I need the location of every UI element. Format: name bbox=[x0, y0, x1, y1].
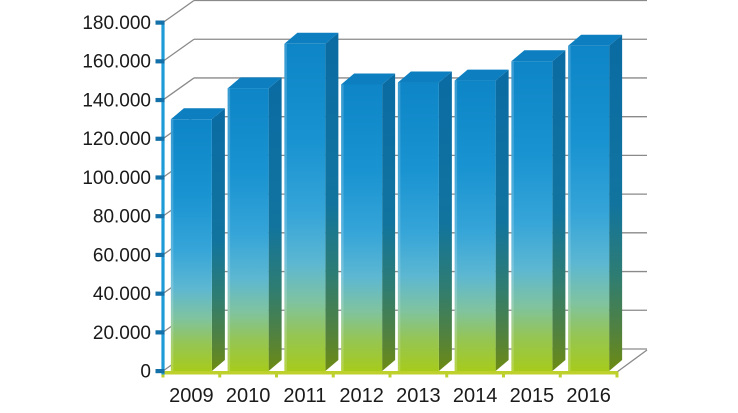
bar-front-face bbox=[511, 61, 553, 371]
y-tick-label: 40.000 bbox=[93, 284, 151, 305]
bar-side-face bbox=[325, 32, 339, 372]
bar-top-face bbox=[341, 73, 396, 85]
bar-top-face bbox=[568, 34, 623, 46]
gridline-diagonal bbox=[162, 77, 195, 101]
bar-edge-highlight bbox=[568, 45, 571, 371]
y-tick-label: 120.000 bbox=[82, 129, 151, 150]
bar-edge-highlight bbox=[284, 43, 287, 372]
bar-side-face bbox=[495, 69, 509, 371]
bar-front-face bbox=[568, 45, 610, 371]
x-tick-label: 2015 bbox=[510, 385, 555, 407]
bar-edge-highlight bbox=[341, 84, 344, 371]
bar-front-face bbox=[170, 119, 212, 371]
bar-front-face bbox=[397, 82, 439, 372]
gridline-diagonal bbox=[162, 0, 195, 24]
bar-side-face bbox=[609, 34, 623, 371]
bar-front-face bbox=[454, 80, 496, 371]
x-tick-label: 2016 bbox=[566, 385, 611, 407]
y-tick-labels: 0 20.000 40.000 60.000 80.000 100.000 120.000 1… bbox=[82, 13, 151, 383]
bar-edge-highlight bbox=[170, 119, 174, 371]
value-axis bbox=[155, 20, 165, 375]
bar-front-face bbox=[341, 84, 383, 371]
bar-2010 bbox=[227, 77, 282, 372]
bar-edge-highlight bbox=[397, 82, 401, 372]
category-axis-tick bbox=[275, 371, 278, 378]
bar-front-face bbox=[227, 88, 269, 372]
bar-2014 bbox=[454, 69, 509, 371]
y-tick-label: 100.000 bbox=[82, 168, 151, 189]
value-axis-line bbox=[161, 21, 165, 375]
y-tick-label: 0 bbox=[140, 362, 151, 383]
bar-2015 bbox=[511, 50, 566, 371]
bar-edge-highlight bbox=[454, 80, 458, 371]
value-axis-tick bbox=[155, 214, 165, 219]
y-tick-label: 160.000 bbox=[82, 52, 151, 73]
category-axis-tick bbox=[218, 371, 222, 378]
x-tick-label: 2012 bbox=[339, 385, 384, 407]
x-tick-label: 2011 bbox=[283, 385, 326, 407]
y-tick-label: 60.000 bbox=[93, 245, 151, 266]
bar-2011 bbox=[284, 32, 339, 372]
category-axis-tick bbox=[502, 371, 505, 378]
bar-top-face bbox=[454, 69, 509, 81]
x-tick-labels: 2009 2010 2011 2012 2013 2014 2015 2016 bbox=[169, 385, 611, 407]
bar-side-face bbox=[552, 50, 566, 371]
value-axis-tick bbox=[155, 291, 165, 296]
x-tick-label: 2009 bbox=[169, 385, 214, 407]
bar-2016 bbox=[568, 34, 623, 371]
y-tick-label: 80.000 bbox=[93, 207, 151, 228]
x-tick-label: 2014 bbox=[453, 385, 498, 407]
value-axis-tick bbox=[155, 369, 165, 374]
value-axis-tick bbox=[155, 330, 165, 335]
bar-2012 bbox=[341, 73, 396, 371]
bar-side-face bbox=[438, 71, 452, 372]
floor-right-edge bbox=[616, 349, 648, 373]
category-axis-tick bbox=[331, 371, 335, 378]
y-tick-label: 20.000 bbox=[93, 323, 151, 344]
x-tick-label: 2010 bbox=[226, 385, 271, 407]
category-axis-tick bbox=[445, 371, 449, 378]
bar-side-face bbox=[382, 73, 396, 371]
x-tick-label: 2013 bbox=[396, 385, 441, 407]
bar-top-face bbox=[170, 108, 225, 120]
bars-group bbox=[170, 32, 623, 372]
bar-top-face bbox=[284, 32, 339, 44]
value-axis-tick bbox=[155, 175, 165, 180]
category-axis-tick bbox=[615, 371, 619, 378]
bar-edge-highlight bbox=[227, 88, 231, 372]
gridline-diagonal bbox=[162, 38, 195, 62]
y-tick-label: 140.000 bbox=[82, 90, 151, 111]
bar-2013 bbox=[397, 71, 452, 372]
category-axis bbox=[161, 371, 619, 378]
value-axis-tick bbox=[155, 97, 165, 103]
bar-edge-highlight bbox=[511, 61, 514, 371]
category-axis-tick bbox=[388, 371, 392, 378]
bar-top-face bbox=[227, 77, 282, 89]
y-tick-label: 180.000 bbox=[82, 13, 151, 34]
bar-front-face bbox=[284, 43, 326, 372]
bar-side-face bbox=[268, 77, 282, 372]
bar-top-face bbox=[511, 50, 566, 62]
bar-2009 bbox=[170, 108, 225, 372]
value-axis-tick bbox=[155, 59, 165, 64]
category-axis-tick bbox=[558, 371, 562, 378]
value-axis-tick bbox=[155, 252, 165, 258]
bar-top-face bbox=[397, 71, 452, 83]
value-axis-tick bbox=[155, 20, 165, 25]
value-axis-tick bbox=[155, 136, 165, 141]
bar-side-face bbox=[211, 108, 225, 372]
